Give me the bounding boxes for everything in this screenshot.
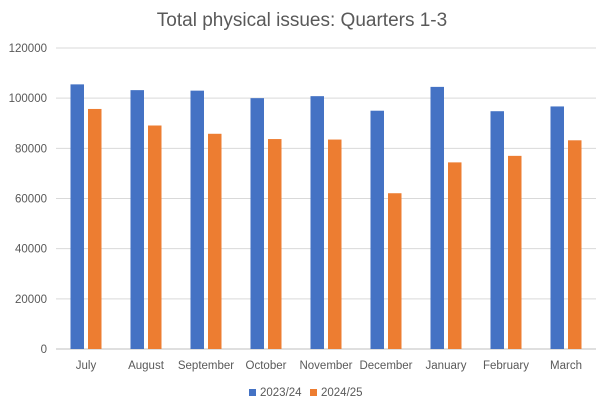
y-tick-label: 100000 — [9, 93, 47, 105]
legend-label: 2023/24 — [260, 387, 302, 399]
bar-2023-24-october — [250, 98, 264, 350]
x-tick-label: March — [550, 360, 582, 372]
y-tick-label: 20000 — [15, 294, 47, 306]
x-tick-label: December — [359, 360, 412, 372]
bars — [70, 84, 582, 350]
bar-2023-24-march — [550, 106, 564, 349]
chart-title: Total physical issues: Quarters 1-3 — [157, 10, 447, 31]
bar-2023-24-february — [490, 111, 504, 350]
bar-2024-25-december — [388, 193, 402, 349]
bar-2024-25-august — [148, 125, 162, 349]
bar-2023-24-july — [70, 84, 84, 349]
legend-swatch — [249, 389, 256, 396]
y-tick-label: 120000 — [9, 43, 47, 55]
bar-2023-24-january — [430, 86, 444, 350]
legend: 2023/24 2024/25 — [249, 387, 363, 399]
x-tick-label: August — [128, 360, 165, 372]
bar-2024-25-march — [568, 140, 582, 349]
bar-2024-25-february — [508, 155, 522, 349]
bar-2024-25-september — [208, 133, 222, 349]
gridlines — [56, 47, 596, 350]
bar-2023-24-november — [310, 96, 324, 349]
bar-2023-24-august — [130, 90, 144, 349]
legend-label: 2024/25 — [321, 387, 363, 399]
y-tick-label: 40000 — [15, 244, 47, 256]
bar-2023-24-september — [190, 90, 204, 350]
y-tick-label: 0 — [41, 344, 47, 356]
bar-2024-25-october — [268, 139, 282, 349]
x-tick-label: February — [483, 360, 529, 372]
bar-2024-25-november — [328, 139, 342, 349]
y-tick-label: 60000 — [15, 194, 47, 206]
bar-2023-24-december — [370, 110, 384, 349]
bar-2024-25-july — [88, 108, 102, 349]
bar-2024-25-january — [448, 162, 462, 349]
x-tick-label: July — [76, 360, 97, 372]
x-axis-ticks: July August September October November Decemb… — [76, 360, 582, 372]
x-tick-label: January — [426, 360, 467, 372]
x-tick-label: October — [246, 360, 287, 372]
x-tick-label: November — [299, 360, 352, 372]
y-axis-ticks: 0 20000 40000 60000 80000 100000 120000 — [9, 43, 47, 356]
legend-swatch — [310, 389, 317, 396]
y-tick-label: 80000 — [15, 143, 47, 155]
x-tick-label: September — [178, 360, 234, 372]
